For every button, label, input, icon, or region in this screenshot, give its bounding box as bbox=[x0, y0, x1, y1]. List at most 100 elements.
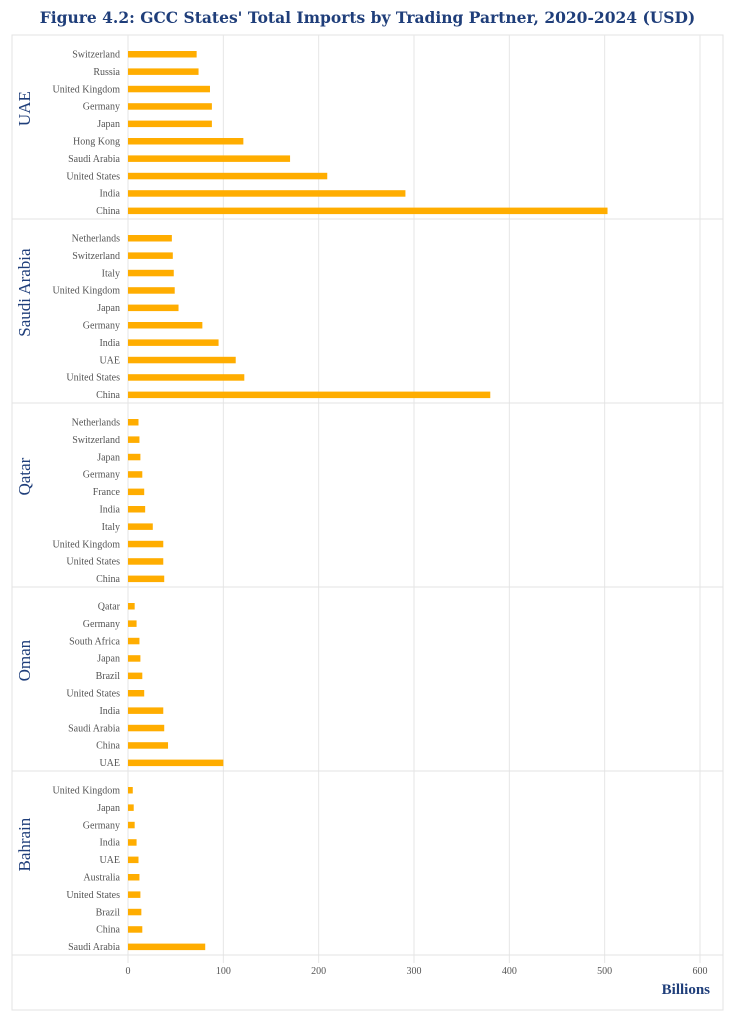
bar bbox=[128, 322, 203, 329]
bar bbox=[128, 926, 143, 933]
group-label: Qatar bbox=[15, 457, 34, 495]
category-label: India bbox=[99, 706, 120, 717]
bar bbox=[128, 391, 491, 399]
category-label: South Africa bbox=[69, 636, 120, 647]
x-tick-label: 600 bbox=[693, 966, 708, 977]
category-label: United Kingdom bbox=[53, 84, 121, 95]
category-label: Japan bbox=[97, 119, 120, 130]
category-label: Saudi Arabia bbox=[68, 723, 120, 734]
x-tick-label: 400 bbox=[502, 966, 517, 977]
plot-frame bbox=[11, 34, 724, 1011]
category-label: Brazil bbox=[96, 671, 121, 682]
bar bbox=[128, 120, 212, 128]
category-label: Switzerland bbox=[72, 435, 120, 446]
bar bbox=[128, 85, 210, 93]
bar bbox=[128, 356, 236, 364]
category-label: Saudi Arabia bbox=[68, 154, 120, 165]
category-label: India bbox=[99, 838, 120, 849]
category-label: Switzerland bbox=[72, 50, 120, 61]
category-label: United States bbox=[66, 171, 120, 182]
category-label: China bbox=[96, 574, 120, 585]
category-label: Italy bbox=[102, 522, 120, 533]
category-label: United Kingdom bbox=[53, 786, 121, 797]
bar bbox=[128, 874, 140, 881]
category-label: India bbox=[99, 338, 120, 349]
x-tick-label: 100 bbox=[216, 966, 231, 977]
category-label: Germany bbox=[83, 470, 120, 481]
bar bbox=[128, 821, 135, 829]
category-label: United States bbox=[66, 373, 120, 384]
category-label: China bbox=[96, 206, 120, 217]
bar bbox=[128, 707, 164, 714]
x-tick-label: 200 bbox=[311, 966, 326, 977]
category-label: China bbox=[96, 741, 120, 752]
category-label: Japan bbox=[97, 452, 120, 463]
bar bbox=[128, 287, 175, 294]
bar bbox=[128, 724, 165, 732]
x-tick-label: 300 bbox=[407, 966, 422, 977]
bar bbox=[128, 672, 143, 680]
x-tick-label: 0 bbox=[126, 966, 131, 977]
category-label: China bbox=[96, 390, 120, 401]
group-label: Oman bbox=[15, 639, 34, 681]
bar bbox=[128, 172, 328, 180]
bar bbox=[128, 506, 146, 513]
category-label: United States bbox=[66, 890, 120, 901]
bar bbox=[128, 235, 172, 242]
category-label: UAE bbox=[99, 758, 120, 769]
bar bbox=[128, 51, 197, 58]
category-label: China bbox=[96, 925, 120, 936]
category-label: Brazil bbox=[96, 907, 121, 918]
bar bbox=[128, 339, 219, 346]
bar bbox=[128, 804, 134, 811]
category-label: Russia bbox=[93, 67, 120, 78]
bar bbox=[128, 787, 133, 794]
category-label: United Kingdom bbox=[53, 539, 121, 550]
bar bbox=[128, 620, 137, 627]
bar bbox=[128, 453, 141, 461]
category-label: Japan bbox=[97, 654, 120, 665]
bar bbox=[128, 304, 179, 312]
category-label: United Kingdom bbox=[53, 286, 121, 297]
category-label: United States bbox=[66, 557, 120, 568]
category-label: Netherlands bbox=[72, 234, 120, 245]
bar bbox=[128, 839, 137, 846]
bar bbox=[128, 523, 153, 530]
bar bbox=[128, 207, 608, 215]
category-label: United States bbox=[66, 689, 120, 700]
category-label: India bbox=[99, 505, 120, 516]
category-label: Australia bbox=[83, 873, 120, 884]
group-label: Saudi Arabia bbox=[15, 248, 34, 337]
category-label: UAE bbox=[99, 855, 120, 866]
category-label: Germany bbox=[83, 820, 120, 831]
bar bbox=[128, 943, 206, 951]
bar bbox=[128, 742, 169, 749]
bar bbox=[128, 637, 140, 645]
bar bbox=[128, 488, 145, 496]
category-label: Germany bbox=[83, 321, 120, 332]
category-label: Switzerland bbox=[72, 251, 120, 262]
bar bbox=[128, 436, 140, 443]
bar bbox=[128, 540, 164, 548]
category-label: Japan bbox=[97, 303, 120, 314]
category-label: Italy bbox=[102, 268, 120, 279]
chart-title: Figure 4.2: GCC States' Total Imports by… bbox=[39, 8, 696, 27]
bar bbox=[128, 655, 141, 662]
category-label: UAE bbox=[99, 355, 120, 366]
bar bbox=[128, 856, 139, 864]
category-label: Germany bbox=[83, 619, 120, 630]
bar bbox=[128, 575, 165, 583]
bar bbox=[128, 558, 164, 565]
category-label: Netherlands bbox=[72, 418, 120, 429]
category-label: Saudi Arabia bbox=[68, 942, 120, 953]
x-tick-label: 500 bbox=[597, 966, 612, 977]
bar bbox=[128, 138, 244, 145]
bar bbox=[128, 374, 245, 381]
category-label: Germany bbox=[83, 102, 120, 113]
group-label: Bahrain bbox=[15, 817, 34, 871]
bar bbox=[128, 155, 291, 162]
category-label: India bbox=[99, 189, 120, 200]
bar bbox=[128, 471, 143, 478]
category-label: Japan bbox=[97, 803, 120, 814]
